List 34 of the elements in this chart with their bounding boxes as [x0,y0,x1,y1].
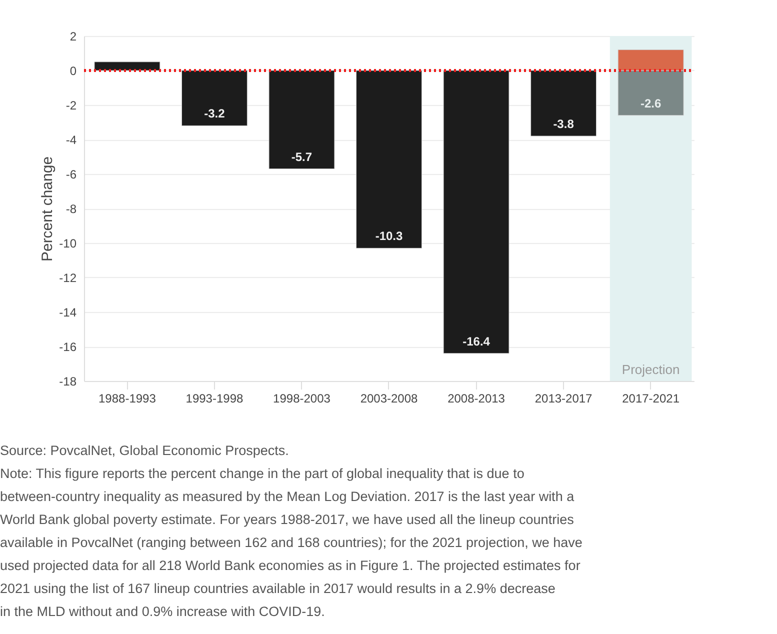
text: Note: This figure reports the percent change in the part of global inequality that is due to between-country inequality as measured by the Mean Log Deviation. 2017 is the last year with a World Bank global poverty estimate. For years 1988-2017, we have used all the lineup countries available in PovcalNet (ranging between 162 and 168 countries); for the 2021 projection, we have used projected data for all 218 World Bank economies as in Figure 1. The projected estimates for 2021 using the list of 167 lineup countries available in 2017 would results in a 2.9% decrease in the MLD without and 0.9% increase with COVID-19. [0,466,582,619]
bar [443,70,510,354]
y-tick-label: -14 [59,306,77,320]
data-label: -2.6 [640,96,662,110]
y-axis-title: Percent change [39,156,56,262]
data-label: -5.7 [291,150,312,164]
y-tick-label: -12 [59,271,77,285]
bar [356,70,422,248]
x-tick-label: 1993-1998 [186,392,244,406]
band-label: Projection [622,362,680,377]
data-label: -10.3 [375,229,403,244]
data-label: -16.4 [462,334,490,348]
y-tick-label: 0 [70,64,77,78]
y-tick-label: -2 [66,98,77,112]
x-tick-label: 2017-2021 [622,392,680,406]
y-tick-label: -16 [59,340,77,354]
data-label: -3.8 [553,117,574,132]
x-tick-label: 1998-2003 [273,392,331,406]
y-tick-label: -6 [66,168,77,182]
x-tick-label: 2013-2017 [534,392,593,406]
bar [181,70,248,126]
bar [94,62,160,71]
y-tick-label: -8 [66,202,77,216]
bar [268,70,335,170]
y-tick-label: -10 [59,236,77,250]
data-label: -3.2 [204,106,226,121]
y-tick-label: -4 [66,133,77,147]
y-tick-label: -18 [59,374,77,388]
x-tick-label: 1988-1993 [98,392,156,406]
bar [530,70,597,136]
y-tick-label: 2 [70,30,77,44]
source-note: Source: PovcalNet, Global Economic Prospects. [0,443,289,458]
x-tick-label: 2003-2008 [360,392,418,406]
x-tick-label: 2008-2013 [448,392,506,406]
